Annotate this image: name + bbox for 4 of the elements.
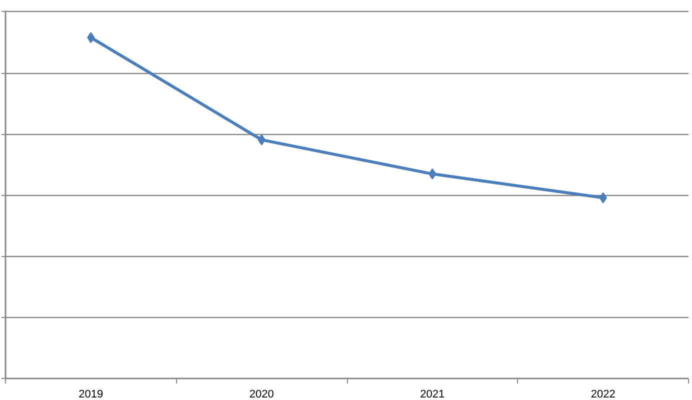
x-tick-label: 2019 (78, 388, 104, 400)
x-tick-label: 2021 (420, 388, 445, 400)
x-tick-label: 2020 (249, 388, 274, 400)
x-tick-label: 2022 (590, 388, 616, 400)
